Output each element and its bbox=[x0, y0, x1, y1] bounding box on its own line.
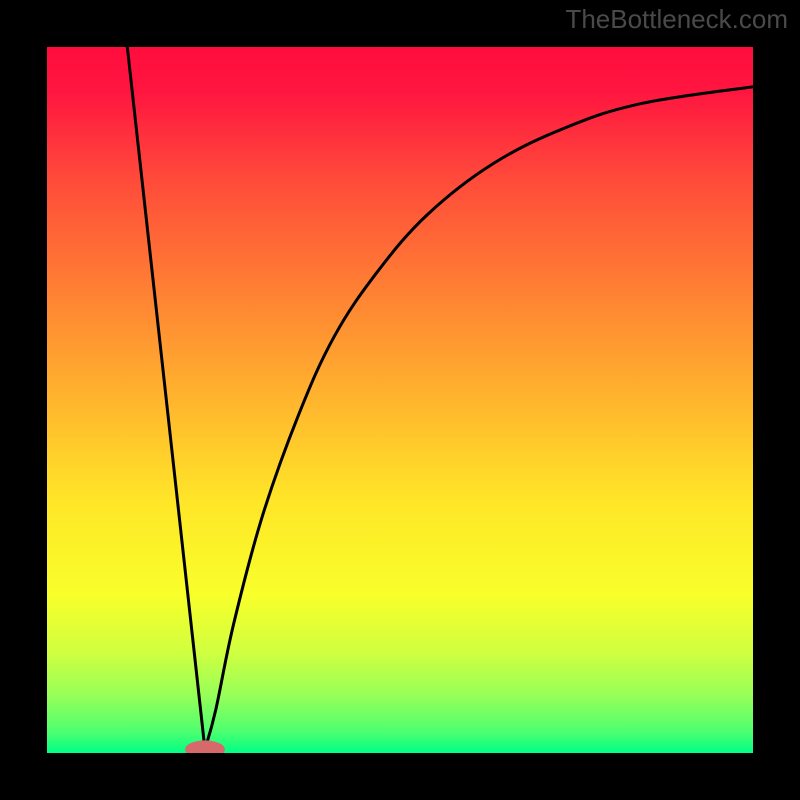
watermark-text: TheBottleneck.com bbox=[565, 4, 788, 35]
chart-svg bbox=[0, 0, 800, 800]
border-bottom bbox=[0, 753, 800, 800]
border-left bbox=[0, 0, 47, 800]
chart-frame: TheBottleneck.com bbox=[0, 0, 800, 800]
gradient-background bbox=[47, 35, 765, 753]
border-right bbox=[753, 0, 800, 800]
